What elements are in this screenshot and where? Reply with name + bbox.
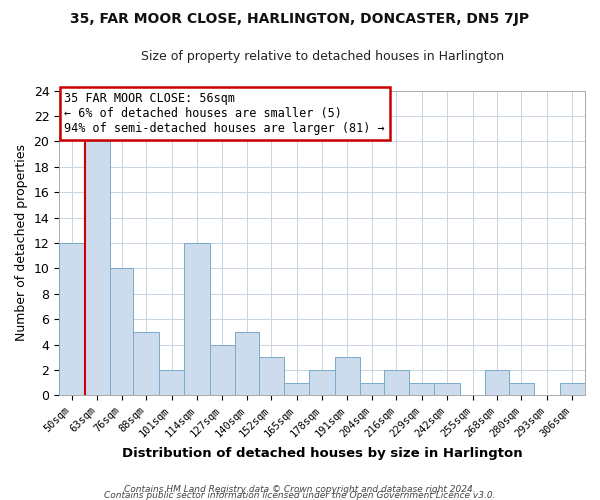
Bar: [383, 370, 409, 396]
Bar: [259, 358, 284, 396]
Bar: [360, 382, 383, 396]
X-axis label: Distribution of detached houses by size in Harlington: Distribution of detached houses by size …: [122, 447, 523, 460]
Bar: [409, 382, 434, 396]
Bar: [485, 370, 509, 396]
Bar: [560, 382, 585, 396]
Y-axis label: Number of detached properties: Number of detached properties: [15, 144, 28, 342]
Bar: [184, 243, 209, 396]
Title: Size of property relative to detached houses in Harlington: Size of property relative to detached ho…: [140, 50, 503, 63]
Text: 35, FAR MOOR CLOSE, HARLINGTON, DONCASTER, DN5 7JP: 35, FAR MOOR CLOSE, HARLINGTON, DONCASTE…: [70, 12, 530, 26]
Bar: [59, 243, 85, 396]
Bar: [209, 344, 235, 396]
Bar: [110, 268, 133, 396]
Text: 35 FAR MOOR CLOSE: 56sqm
← 6% of detached houses are smaller (5)
94% of semi-det: 35 FAR MOOR CLOSE: 56sqm ← 6% of detache…: [64, 92, 385, 135]
Text: Contains public sector information licensed under the Open Government Licence v3: Contains public sector information licen…: [104, 490, 496, 500]
Bar: [235, 332, 259, 396]
Bar: [133, 332, 159, 396]
Bar: [159, 370, 184, 396]
Bar: [85, 142, 110, 396]
Bar: [310, 370, 335, 396]
Bar: [335, 358, 360, 396]
Bar: [509, 382, 534, 396]
Text: Contains HM Land Registry data © Crown copyright and database right 2024.: Contains HM Land Registry data © Crown c…: [124, 484, 476, 494]
Bar: [434, 382, 460, 396]
Bar: [284, 382, 310, 396]
